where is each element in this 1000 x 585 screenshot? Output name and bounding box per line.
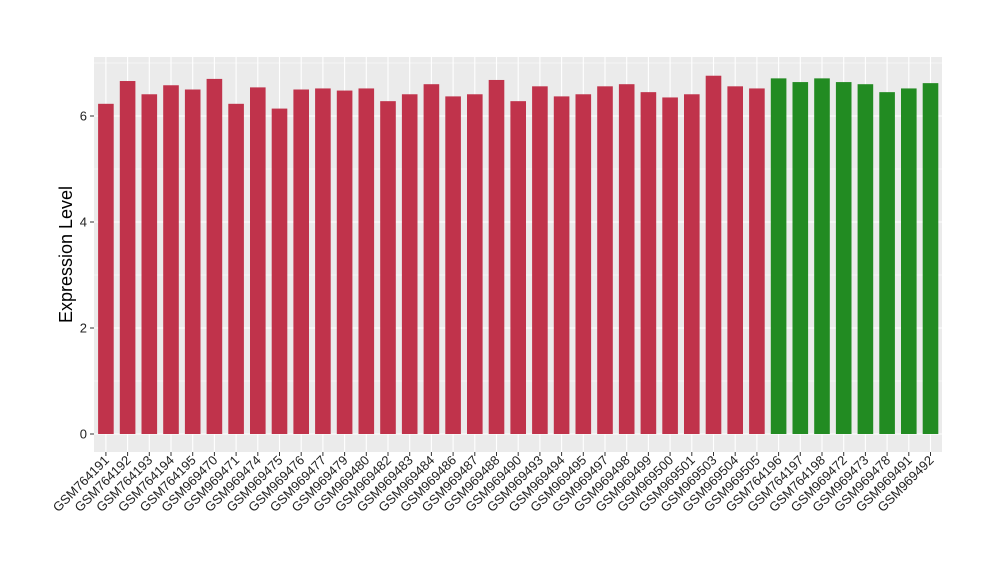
bars <box>98 75 939 435</box>
bar-GSM969504 <box>727 86 743 434</box>
bar-GSM969501 <box>684 94 700 435</box>
bar-GSM969477 <box>315 88 331 434</box>
bar-GSM969491 <box>901 88 917 434</box>
bar-GSM969488 <box>488 79 505 435</box>
bar-GSM969495 <box>575 94 592 435</box>
bar-GSM969484 <box>423 84 440 434</box>
bar-GSM969487 <box>467 94 483 435</box>
bar-GSM969503 <box>705 75 722 434</box>
bar-GSM969486 <box>445 96 461 434</box>
bar-GSM764193 <box>141 94 158 435</box>
bar-GSM969474 <box>250 87 266 434</box>
bar-GSM969476 <box>293 89 309 434</box>
y-tick-label: 2 <box>80 321 87 336</box>
y-axis: 0 2 4 6 <box>80 109 94 442</box>
bar-GSM969497 <box>597 86 613 434</box>
y-tick-label: 6 <box>80 109 87 124</box>
bar-GSM969482 <box>380 101 396 434</box>
bar-GSM764197 <box>792 82 809 434</box>
bar-GSM969479 <box>336 90 353 434</box>
bar-GSM969494 <box>553 96 570 434</box>
bar-GSM969492 <box>922 83 939 434</box>
bar-GSM969483 <box>401 94 418 435</box>
x-axis: GSM764191GSM764192GSM764193GSM764194GSM7… <box>50 452 937 515</box>
bar-GSM969498 <box>618 84 635 434</box>
bar-GSM969490 <box>510 101 526 434</box>
bar-GSM969471 <box>228 103 244 434</box>
bar-GSM764191 <box>98 103 114 434</box>
bar-GSM764196 <box>770 78 787 435</box>
bar-GSM969480 <box>358 88 375 434</box>
bar-GSM969470 <box>206 78 223 435</box>
bar-GSM969478 <box>879 92 895 435</box>
bar-GSM764198 <box>814 78 830 435</box>
bar-GSM969499 <box>640 92 657 435</box>
bar-GSM764192 <box>119 81 136 435</box>
y-axis-title: Expression Level <box>56 186 76 323</box>
y-tick-label: 4 <box>80 215 87 230</box>
bar-GSM969472 <box>835 82 852 434</box>
bar-GSM969493 <box>532 86 548 434</box>
bar-GSM969473 <box>857 84 874 434</box>
bar-GSM969500 <box>662 97 678 434</box>
y-tick-label: 0 <box>80 427 87 442</box>
bar-GSM764195 <box>184 89 201 434</box>
bar-GSM969505 <box>749 88 765 434</box>
bar-GSM764194 <box>163 85 179 434</box>
bar-GSM969475 <box>271 108 288 434</box>
